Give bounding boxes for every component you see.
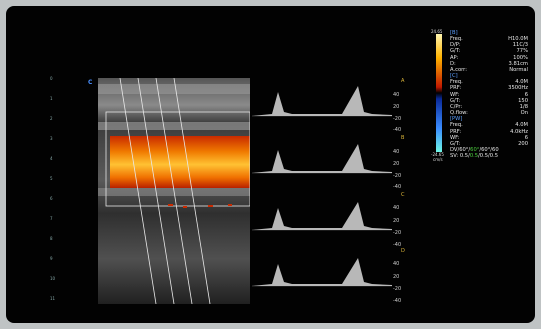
param-row: A.corr: Normal	[450, 67, 528, 73]
depth-tick: 9	[50, 256, 53, 261]
param-label: Freq.	[450, 36, 463, 43]
param-value: 4.0kHz	[510, 128, 528, 135]
color-mode-header: [C]	[450, 73, 458, 80]
param-value: H10.0M	[508, 36, 528, 43]
param-row: Q.flow: On	[450, 110, 528, 116]
flow-speckles	[168, 204, 232, 208]
depth-tick: 3	[50, 136, 53, 141]
param-label: PRF:	[450, 85, 462, 92]
param-row: WF: 6	[450, 135, 528, 141]
skin-layer	[98, 84, 250, 94]
colorbar-bottom-label: -24.65	[431, 152, 444, 157]
color-roi-box[interactable]	[105, 111, 250, 207]
spectral-doppler-panel[interactable]	[252, 78, 428, 304]
param-value: 100%	[513, 54, 528, 61]
param-label: C/Pr:	[450, 103, 463, 110]
param-row: PRF: 4.0kHz	[450, 129, 528, 135]
param-row: D/P: 11C/3	[450, 42, 528, 48]
baselines	[252, 115, 392, 287]
color-mode-indicator: C	[88, 79, 93, 86]
depth-tick: 6	[50, 196, 53, 201]
depth-tick: 4	[50, 156, 53, 161]
param-value: 150	[518, 97, 528, 104]
ultrasound-screen: 0 1 2 3 4 5 6 7 8 9 10 11 C	[6, 6, 535, 323]
sv-row: SV: 0.5/0.5/0.5/0.5	[450, 153, 499, 160]
param-label: WF:	[450, 91, 460, 98]
color-velocity-bar	[436, 34, 442, 152]
b-mode-header: [B]	[450, 30, 458, 36]
param-row: AP: 100%	[450, 55, 528, 61]
param-value: 4.0M	[515, 122, 528, 129]
param-label: D/P:	[450, 42, 461, 49]
param-label: Q.flow:	[450, 110, 468, 117]
param-row: Freq. H10.0M	[450, 36, 528, 42]
depth-tick: 0	[50, 76, 53, 81]
param-row: C/Pr: 1/8	[450, 104, 528, 110]
depth-tick: 1	[50, 96, 53, 101]
param-value: Normal	[509, 66, 528, 73]
param-row: PRF: 3500Hz	[450, 85, 528, 91]
depth-tick: 8	[50, 236, 53, 241]
vessel-wall-top	[98, 122, 250, 130]
param-value: On	[520, 110, 528, 117]
depth-tick: 10	[50, 276, 56, 281]
gate-letter-d: D	[401, 248, 405, 254]
param-value: 3500Hz	[508, 85, 528, 92]
param-value: 11C/3	[512, 42, 528, 49]
gate-letter-b: B	[401, 135, 405, 141]
param-label: G/T:	[450, 140, 461, 147]
param-label: A.corr:	[450, 66, 467, 73]
dv-row: DV/60°/60°/60°/60	[450, 146, 499, 153]
param-row: WF: 6	[450, 92, 528, 98]
param-row: G/T: 77%	[450, 48, 528, 54]
parameter-panel: [B] Freq. H10.0M D/P: 11C/3 G/T: 77% AP: 100% D:…	[450, 30, 528, 159]
doppler-waveforms	[252, 86, 392, 286]
param-value: 77%	[516, 48, 528, 55]
color-flow-region	[110, 136, 250, 188]
param-row: G/T: 150	[450, 98, 528, 104]
param-label: D:	[450, 60, 456, 67]
param-label: Freq.	[450, 79, 463, 86]
colorbar-unit: cm/s	[433, 157, 443, 162]
param-value: 4.0M	[515, 79, 528, 86]
bmode-image[interactable]	[98, 78, 250, 304]
param-value: 6	[524, 134, 528, 141]
param-value: 6	[524, 91, 528, 98]
param-label: PRF:	[450, 128, 462, 135]
depth-ruler: 0 1 2 3 4 5 6 7 8 9 10 11	[50, 76, 64, 306]
param-value: 200	[518, 140, 528, 147]
pw-mode-header: [PW]	[450, 116, 463, 123]
colorbar-top-label: 24.65	[431, 29, 443, 34]
param-value: 1/8	[519, 103, 528, 110]
param-label: G/T:	[450, 48, 461, 55]
param-row: D: 3.81cm	[450, 61, 528, 67]
depth-tick: 2	[50, 116, 53, 121]
param-row: Freq. 4.0M	[450, 79, 528, 85]
param-row: G/T: 200	[450, 141, 528, 147]
doppler-cursor-lines[interactable]	[119, 78, 211, 304]
param-label: WF:	[450, 134, 460, 141]
param-label: AP:	[450, 54, 459, 61]
gate-letter-c: C	[401, 192, 405, 198]
param-label: Freq.	[450, 122, 463, 129]
depth-tick: 7	[50, 216, 53, 221]
depth-tick: 11	[50, 296, 56, 301]
param-label: G/T:	[450, 97, 461, 104]
param-value: 3.81cm	[508, 60, 528, 67]
gate-letter-a: A	[401, 78, 405, 84]
param-row: Freq. 4.0M	[450, 122, 528, 128]
depth-tick: 5	[50, 176, 53, 181]
